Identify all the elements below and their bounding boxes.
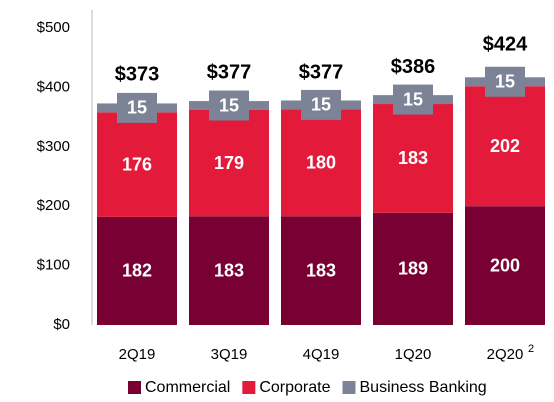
- value-label: 182: [122, 261, 152, 281]
- x-tick-label: 4Q19: [303, 346, 340, 363]
- value-label-box: [393, 84, 433, 115]
- y-tick-label: $400: [37, 78, 70, 95]
- value-label-box: [301, 89, 341, 120]
- value-label: 202: [490, 136, 520, 156]
- y-tick-label: $0: [53, 316, 70, 333]
- legend-swatch: [128, 381, 141, 394]
- bar-segment: [97, 216, 177, 325]
- y-tick-label: $500: [37, 19, 70, 36]
- total-label: $386: [391, 56, 436, 78]
- legend-label: Business Banking: [360, 379, 487, 396]
- value-label: 189: [398, 259, 428, 279]
- y-tick-label: $200: [37, 197, 70, 214]
- bar-segment: [465, 86, 545, 207]
- x-tick-label: 2Q20: [487, 346, 524, 363]
- value-label: 15: [311, 95, 331, 115]
- total-label: $377: [299, 61, 344, 83]
- value-label-box: [485, 66, 525, 97]
- bar-segment: [97, 112, 177, 217]
- bar-segment: [281, 109, 361, 217]
- value-label-box: [117, 92, 157, 123]
- x-tick-label: 2Q19: [119, 346, 156, 363]
- value-label: 183: [398, 148, 428, 168]
- bar-segment: [373, 212, 453, 325]
- legend-swatch: [342, 381, 356, 394]
- value-label: 200: [490, 255, 520, 275]
- value-label: 180: [306, 153, 336, 173]
- value-label-box: [209, 90, 249, 121]
- value-label: 179: [214, 153, 244, 173]
- bar-segment: [373, 104, 453, 213]
- x-tick-label: 3Q19: [211, 346, 248, 363]
- bar-segment: [189, 109, 269, 217]
- legend-swatch: [242, 381, 256, 394]
- x-tick-label: 1Q20: [395, 346, 432, 363]
- total-label: $377: [207, 61, 252, 83]
- y-tick-label: $300: [37, 138, 70, 155]
- value-label: 176: [122, 154, 152, 174]
- total-label: $373: [115, 64, 160, 86]
- value-label: 15: [219, 95, 239, 115]
- total-label: $424: [483, 33, 528, 55]
- legend-label: Corporate: [259, 379, 330, 396]
- value-label: 15: [403, 89, 423, 109]
- bar-segment: [281, 216, 361, 325]
- x-tick-footnote: 2: [528, 343, 534, 355]
- y-tick-label: $100: [37, 257, 70, 274]
- value-label: 15: [127, 98, 147, 118]
- value-label: 183: [306, 260, 336, 280]
- value-label: 183: [214, 260, 244, 280]
- bar-segment: [465, 206, 545, 325]
- value-label: 15: [495, 72, 515, 92]
- bar-segment: [189, 216, 269, 325]
- legend-label: Commercial: [145, 379, 230, 396]
